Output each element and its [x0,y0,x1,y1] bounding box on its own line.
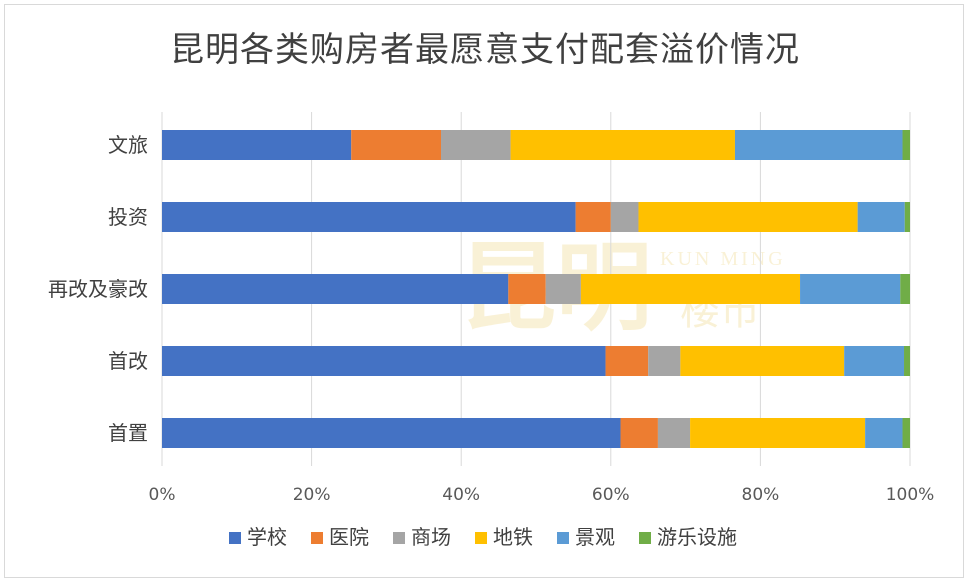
bar-segment [800,274,901,304]
legend-label: 商场 [411,525,451,549]
legend-label: 景观 [575,525,615,549]
bar-segment [904,346,910,376]
bar-segment [162,130,352,160]
bar-segment [865,418,903,448]
bar-segment [638,202,858,232]
legend-swatch [557,532,569,544]
y-category-label: 首置 [108,421,148,445]
bar-segment [162,346,606,376]
bar-segment [902,130,910,160]
bar-segment [844,346,905,376]
bar-segment [162,202,576,232]
legend-label: 游乐设施 [657,525,737,549]
bar-segment [605,346,649,376]
bar-segment [545,274,581,304]
bar-segment [620,418,658,448]
chart-title: 昆明各类购房者最愿意支付配套溢价情况 [170,30,800,70]
y-category-label: 文旅 [108,133,148,157]
x-tick-label: 0% [149,485,176,505]
bar-segment [690,418,866,448]
legend-label: 医院 [329,525,369,549]
bar-segment [441,130,511,160]
legend-swatch [639,532,651,544]
bar-segment [508,274,546,304]
bar-segment [162,418,621,448]
x-tick-label: 40% [442,485,480,505]
bar-segment [510,130,735,160]
bar-segment [580,274,801,304]
bar-segment [575,202,611,232]
bar-segment [657,418,691,448]
legend-label: 地铁 [493,525,533,549]
legend-swatch [393,532,405,544]
y-category-label: 首改 [108,349,148,373]
bar-segment [648,346,681,376]
legend-label: 学校 [247,525,287,549]
y-category-label: 再改及豪改 [48,277,148,301]
x-tick-label: 20% [293,485,331,505]
legend-swatch [229,532,241,544]
bar-segment [162,274,509,304]
bar-segment [734,130,903,160]
x-tick-label: 60% [592,485,630,505]
bar-segment [902,418,910,448]
x-tick-label: 80% [742,485,780,505]
legend-swatch [311,532,323,544]
legend-swatch [475,532,487,544]
y-category-label: 投资 [108,205,148,229]
watermark-logo-en: KUN MING [660,248,786,270]
bar-segment [900,274,910,304]
bar-segment [610,202,639,232]
bar-segment [904,202,910,232]
x-tick-label: 100% [886,485,935,505]
bar-segment [351,130,442,160]
bar-segment [857,202,905,232]
bar-segment [680,346,845,376]
